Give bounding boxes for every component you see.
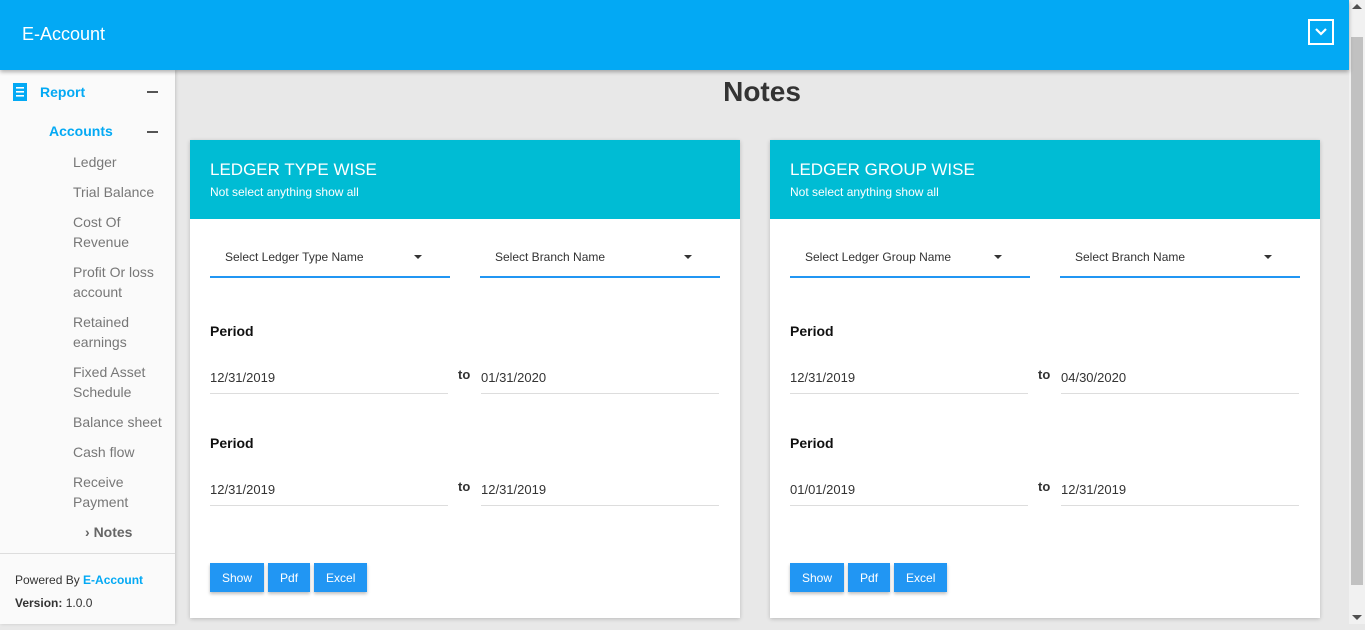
period1-from-input[interactable]: 12/31/2019 bbox=[790, 364, 1028, 394]
dropdown-arrow-icon bbox=[414, 255, 422, 259]
powered-by-brand: E-Account bbox=[83, 573, 144, 587]
sidebar-footer: Powered By E-Account Version: 1.0.0 bbox=[0, 553, 175, 630]
period2-from-input[interactable]: 12/31/2019 bbox=[210, 476, 448, 506]
card-title: LEDGER GROUP WISE bbox=[790, 160, 975, 179]
sidebar-item-ledger[interactable]: Ledger bbox=[73, 154, 117, 170]
sidebar-item-cash-flow[interactable]: Cash flow bbox=[73, 444, 135, 460]
pdf-button[interactable]: Pdf bbox=[268, 563, 311, 592]
select-placeholder: Select Branch Name bbox=[495, 250, 606, 264]
period2-from-input[interactable]: 01/01/2019 bbox=[790, 476, 1028, 506]
show-button[interactable]: Show bbox=[790, 563, 845, 592]
page-title: Notes bbox=[723, 76, 801, 107]
period-label: Period bbox=[790, 323, 834, 339]
powered-by-text: Powered By bbox=[15, 573, 84, 587]
select-placeholder: Select Ledger Group Name bbox=[805, 250, 952, 264]
scroll-down-arrow-icon[interactable] bbox=[1352, 615, 1362, 620]
version-label: Version: bbox=[15, 596, 63, 610]
period2-to-input[interactable]: 12/31/2019 bbox=[1061, 476, 1299, 506]
sidebar-item-balance-sheet[interactable]: Balance sheet bbox=[73, 414, 162, 430]
scrollbar[interactable] bbox=[1349, 0, 1365, 624]
sidebar-item-fixed-asset-schedule[interactable]: Fixed Asset Schedule bbox=[73, 364, 146, 400]
card-title: LEDGER TYPE WISE bbox=[210, 160, 377, 179]
sidebar-notes-label: Notes bbox=[93, 524, 133, 540]
excel-button[interactable]: Excel bbox=[894, 563, 948, 592]
sidebar-item-trial-balance[interactable]: Trial Balance bbox=[73, 184, 155, 200]
period-label: Period bbox=[210, 435, 254, 451]
ledger-select[interactable]: Select Ledger Group Name bbox=[790, 238, 1030, 278]
sidebar-item-profit-or-loss[interactable]: Profit Or loss account bbox=[73, 264, 154, 300]
select-placeholder: Select Branch Name bbox=[1075, 250, 1186, 264]
sidebar-item-retained-earnings[interactable]: Retained earnings bbox=[73, 314, 130, 350]
to-label: to bbox=[1038, 479, 1051, 494]
sidebar-item-receive-payment[interactable]: Receive Payment bbox=[73, 474, 129, 510]
sidebar-item-cost-of-revenue[interactable]: Cost Of Revenue bbox=[73, 214, 130, 250]
branch-select[interactable]: Select Branch Name bbox=[1060, 238, 1300, 278]
card-subtitle: Not select anything show all bbox=[210, 185, 359, 199]
ledger-select[interactable]: Select Ledger Type Name bbox=[210, 238, 450, 278]
sidebar: Report Accounts Ledger Trial Balance Cos… bbox=[0, 70, 175, 624]
select-placeholder: Select Ledger Type Name bbox=[225, 250, 364, 264]
period2-to-input[interactable]: 12/31/2019 bbox=[481, 476, 719, 506]
period1-from-input[interactable]: 12/31/2019 bbox=[210, 364, 448, 394]
sidebar-item-report[interactable]: Report bbox=[12, 82, 85, 102]
pdf-button[interactable]: Pdf bbox=[848, 563, 891, 592]
app-title: E-Account bbox=[22, 24, 106, 44]
sidebar-item-notes[interactable]: › Notes bbox=[85, 524, 132, 540]
report-card: LEDGER TYPE WISE Not select anything sho… bbox=[190, 140, 740, 618]
sidebar-report-label: Report bbox=[40, 84, 86, 100]
to-label: to bbox=[1038, 367, 1051, 382]
period1-to-input[interactable]: 04/30/2020 bbox=[1061, 364, 1299, 394]
show-button[interactable]: Show bbox=[210, 563, 265, 592]
period-label: Period bbox=[210, 323, 254, 339]
period-label: Period bbox=[790, 435, 834, 451]
card-subtitle: Not select anything show all bbox=[790, 185, 939, 199]
to-label: to bbox=[458, 479, 471, 494]
receipt-icon bbox=[13, 83, 27, 101]
chevron-right-icon: › bbox=[85, 524, 90, 540]
dropdown-menu-button[interactable] bbox=[1308, 19, 1334, 45]
dropdown-arrow-icon bbox=[684, 255, 692, 259]
card-header: LEDGER GROUP WISE Not select anything sh… bbox=[770, 140, 1320, 219]
scroll-up-arrow-icon[interactable] bbox=[1352, 4, 1362, 9]
scroll-thumb[interactable] bbox=[1351, 37, 1363, 585]
dropdown-arrow-icon bbox=[1264, 255, 1272, 259]
report-card: LEDGER GROUP WISE Not select anything sh… bbox=[770, 140, 1320, 618]
top-bar: E-Account bbox=[0, 0, 1349, 70]
dropdown-arrow-icon bbox=[994, 255, 1002, 259]
sidebar-item-accounts[interactable]: Accounts bbox=[49, 123, 113, 139]
version-value: 1.0.0 bbox=[62, 596, 93, 610]
collapse-report-icon[interactable] bbox=[147, 91, 158, 93]
excel-button[interactable]: Excel bbox=[314, 563, 368, 592]
to-label: to bbox=[458, 367, 471, 382]
period1-to-input[interactable]: 01/31/2020 bbox=[481, 364, 719, 394]
collapse-accounts-icon[interactable] bbox=[147, 131, 158, 133]
chevron-down-icon bbox=[1315, 28, 1327, 36]
card-header: LEDGER TYPE WISE Not select anything sho… bbox=[190, 140, 740, 219]
branch-select[interactable]: Select Branch Name bbox=[480, 238, 720, 278]
